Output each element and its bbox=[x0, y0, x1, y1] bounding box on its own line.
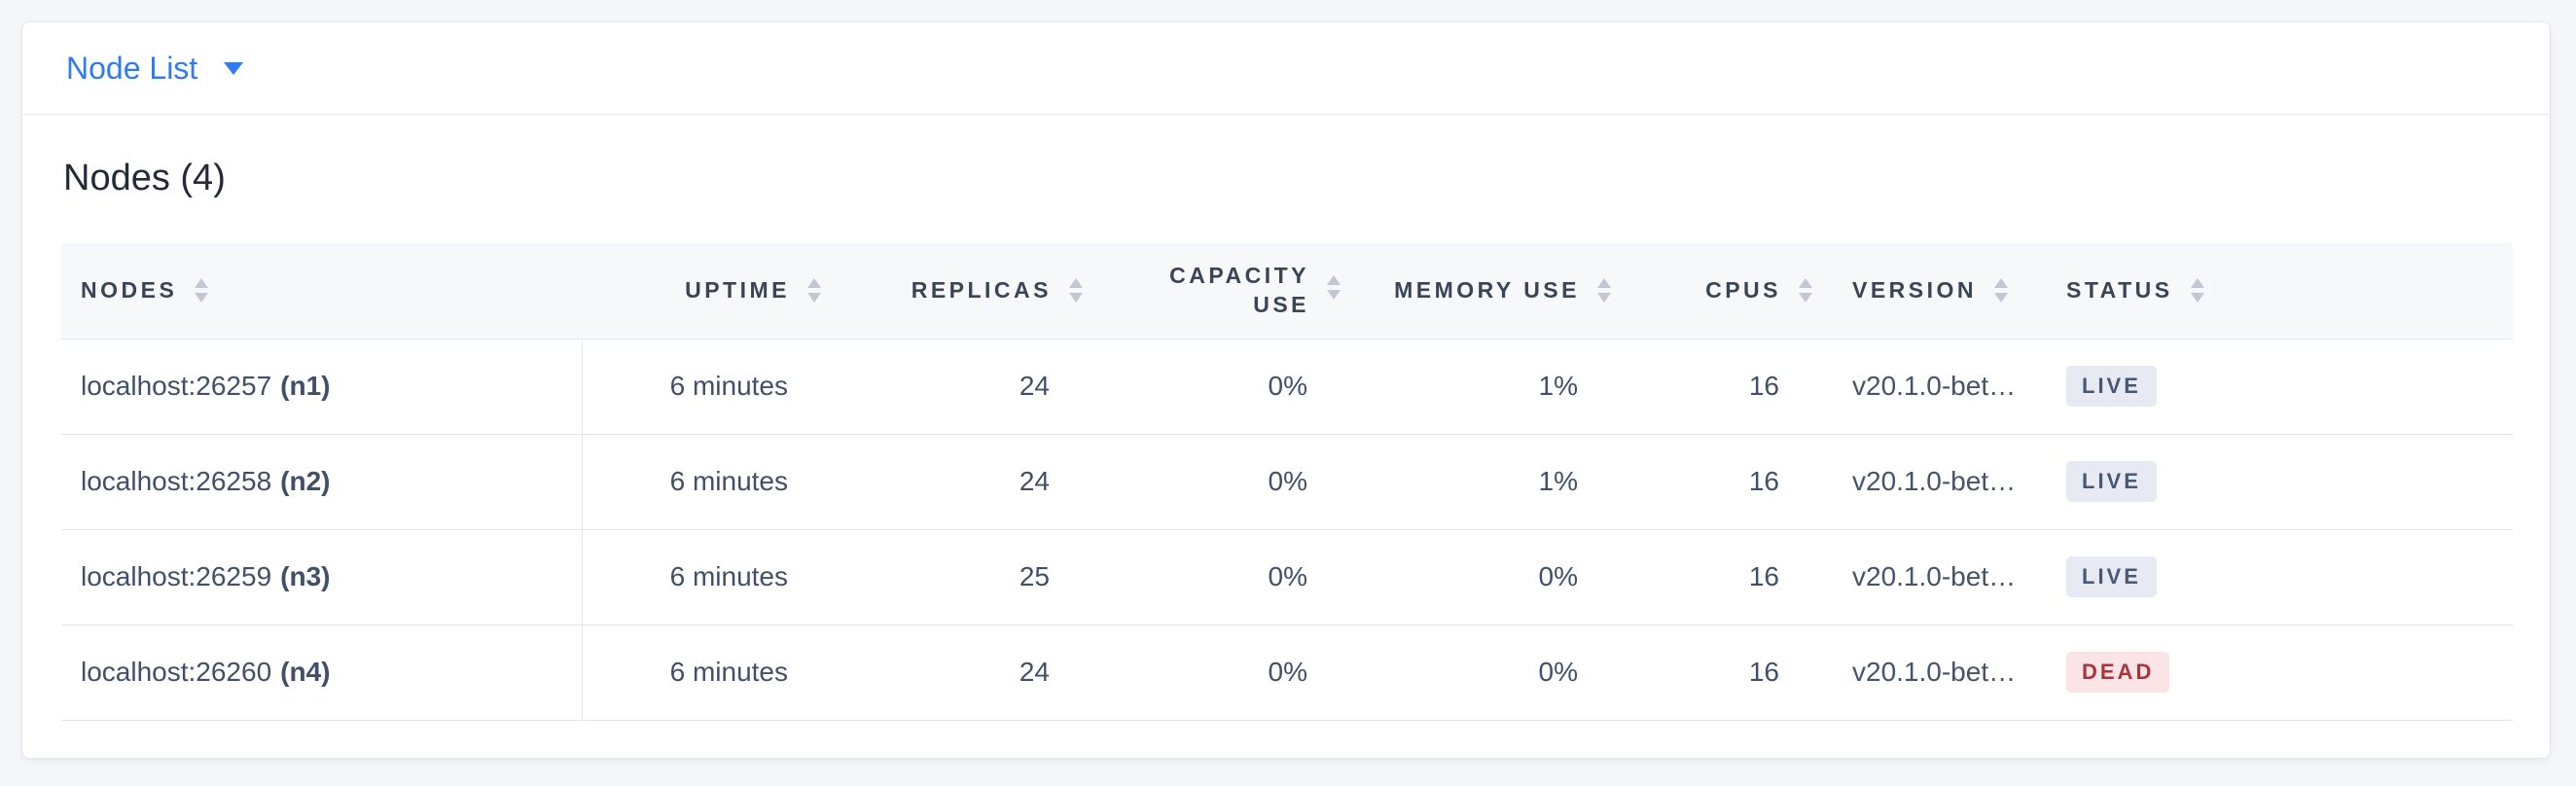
node-id: (n3) bbox=[280, 561, 331, 591]
cpus-cell: 16 bbox=[1628, 339, 1830, 435]
uptime-cell: 6 minutes bbox=[582, 529, 839, 625]
cpus-cell: 16 bbox=[1628, 434, 1830, 530]
sort-icon bbox=[1994, 278, 2009, 304]
page-title: Nodes (4) bbox=[63, 158, 226, 198]
column-label: MEMORY USE bbox=[1394, 276, 1580, 303]
sort-desc-icon bbox=[1799, 293, 1812, 304]
node-id: (n1) bbox=[280, 371, 331, 401]
replicas-cell: 24 bbox=[839, 625, 1100, 721]
replicas-cell: 25 bbox=[839, 529, 1100, 625]
memory-use-cell: 0% bbox=[1358, 529, 1628, 625]
column-header-replicas[interactable]: REPLICAS bbox=[839, 243, 1100, 339]
sort-asc-icon bbox=[807, 278, 821, 289]
status-cell: LIVE bbox=[2044, 339, 2513, 435]
column-label: CAPACITY USE bbox=[1169, 262, 1309, 317]
column-label: REPLICAS bbox=[911, 276, 1052, 303]
replicas-cell: 24 bbox=[839, 434, 1100, 530]
version-cell: v20.1.0-bet… bbox=[1830, 434, 2044, 530]
column-label: STATUS bbox=[2066, 276, 2173, 303]
node-address-cell[interactable]: localhost:26260 (n4) bbox=[61, 625, 583, 721]
status-cell: LIVE bbox=[2044, 434, 2513, 530]
column-header-version[interactable]: VERSION bbox=[1830, 243, 2044, 339]
sort-icon bbox=[195, 278, 209, 304]
memory-use-cell: 0% bbox=[1358, 625, 1628, 721]
panel-header: Node List bbox=[22, 22, 2550, 115]
sort-asc-icon bbox=[1069, 278, 1083, 289]
replicas-cell: 24 bbox=[839, 339, 1100, 435]
status-badge: DEAD bbox=[2066, 652, 2170, 693]
table-row[interactable]: localhost:26258 (n2) 6 minutes 24 0% 1% 1… bbox=[61, 434, 2513, 530]
sort-desc-icon bbox=[1069, 293, 1083, 304]
sort-asc-icon bbox=[1994, 278, 2009, 289]
sort-icon bbox=[2190, 278, 2204, 304]
column-label: NODES bbox=[81, 276, 178, 303]
sort-icon bbox=[1327, 274, 1341, 300]
sort-icon bbox=[807, 278, 821, 304]
nodes-table: NODES UPTIME REPLICAS CAPACITY USE MEMOR… bbox=[61, 243, 2513, 721]
column-header-status[interactable]: STATUS bbox=[2044, 243, 2513, 339]
cpus-cell: 16 bbox=[1628, 529, 1830, 625]
column-header-capacity-use[interactable]: CAPACITY USE bbox=[1100, 243, 1358, 339]
memory-use-cell: 1% bbox=[1358, 434, 1628, 530]
status-badge: LIVE bbox=[2066, 461, 2157, 502]
column-label: CPUS bbox=[1705, 276, 1781, 303]
sort-icon bbox=[1799, 278, 1812, 304]
version-cell: v20.1.0-bet… bbox=[1830, 625, 2044, 721]
sort-icon bbox=[1597, 278, 1611, 304]
cpus-cell: 16 bbox=[1628, 625, 1830, 721]
sort-asc-icon bbox=[1597, 278, 1611, 289]
node-address: localhost:26260 bbox=[81, 657, 272, 687]
panel-body: Nodes (4) NODES UPTIME REPLICAS bbox=[22, 160, 2550, 721]
node-address-cell[interactable]: localhost:26258 (n2) bbox=[61, 434, 583, 530]
node-list-dropdown-label: Node List bbox=[66, 51, 198, 86]
sort-desc-icon bbox=[1994, 293, 2009, 304]
column-header-nodes[interactable]: NODES bbox=[61, 243, 582, 339]
node-list-dropdown[interactable]: Node List bbox=[66, 51, 244, 86]
node-id: (n4) bbox=[280, 657, 331, 687]
sort-desc-icon bbox=[1597, 293, 1611, 304]
sort-asc-icon bbox=[2190, 278, 2204, 289]
node-address: localhost:26257 bbox=[81, 371, 272, 401]
sort-desc-icon bbox=[195, 293, 209, 304]
node-id: (n2) bbox=[280, 466, 331, 496]
status-badge: LIVE bbox=[2066, 366, 2157, 407]
capacity-use-cell: 0% bbox=[1100, 339, 1358, 435]
sort-icon bbox=[1069, 278, 1083, 304]
uptime-cell: 6 minutes bbox=[582, 625, 839, 721]
table-header-row: NODES UPTIME REPLICAS CAPACITY USE MEMOR… bbox=[61, 243, 2513, 339]
sort-desc-icon bbox=[1327, 289, 1341, 300]
uptime-cell: 6 minutes bbox=[582, 339, 839, 435]
node-address-cell[interactable]: localhost:26259 (n3) bbox=[61, 529, 583, 625]
column-header-cpus[interactable]: CPUS bbox=[1628, 243, 1830, 339]
capacity-use-cell: 0% bbox=[1100, 529, 1358, 625]
table-row[interactable]: localhost:26260 (n4) 6 minutes 24 0% 0% 1… bbox=[61, 625, 2513, 721]
version-cell: v20.1.0-bet… bbox=[1830, 339, 2044, 435]
column-label: VERSION bbox=[1852, 276, 1978, 303]
nodes-panel: Node List Nodes (4) NODES UPTIME bbox=[21, 21, 2551, 759]
sort-asc-icon bbox=[195, 278, 209, 289]
sort-asc-icon bbox=[1799, 278, 1812, 289]
status-badge: LIVE bbox=[2066, 556, 2157, 597]
capacity-use-cell: 0% bbox=[1100, 434, 1358, 530]
status-cell: LIVE bbox=[2044, 529, 2513, 625]
uptime-cell: 6 minutes bbox=[582, 434, 839, 530]
caret-down-icon bbox=[224, 61, 244, 75]
status-cell: DEAD bbox=[2044, 625, 2513, 721]
memory-use-cell: 1% bbox=[1358, 339, 1628, 435]
sort-desc-icon bbox=[807, 293, 821, 304]
table-row[interactable]: localhost:26259 (n3) 6 minutes 25 0% 0% 1… bbox=[61, 529, 2513, 625]
node-address: localhost:26259 bbox=[81, 561, 272, 591]
capacity-use-cell: 0% bbox=[1100, 625, 1358, 721]
column-label: UPTIME bbox=[685, 276, 790, 303]
node-address-cell[interactable]: localhost:26257 (n1) bbox=[61, 339, 583, 435]
sort-desc-icon bbox=[2190, 293, 2204, 304]
sort-asc-icon bbox=[1327, 274, 1341, 285]
node-address: localhost:26258 bbox=[81, 466, 272, 496]
table-row[interactable]: localhost:26257 (n1) 6 minutes 24 0% 1% 1… bbox=[61, 339, 2513, 435]
column-header-uptime[interactable]: UPTIME bbox=[582, 243, 839, 339]
column-header-memory-use[interactable]: MEMORY USE bbox=[1358, 243, 1628, 339]
version-cell: v20.1.0-bet… bbox=[1830, 529, 2044, 625]
